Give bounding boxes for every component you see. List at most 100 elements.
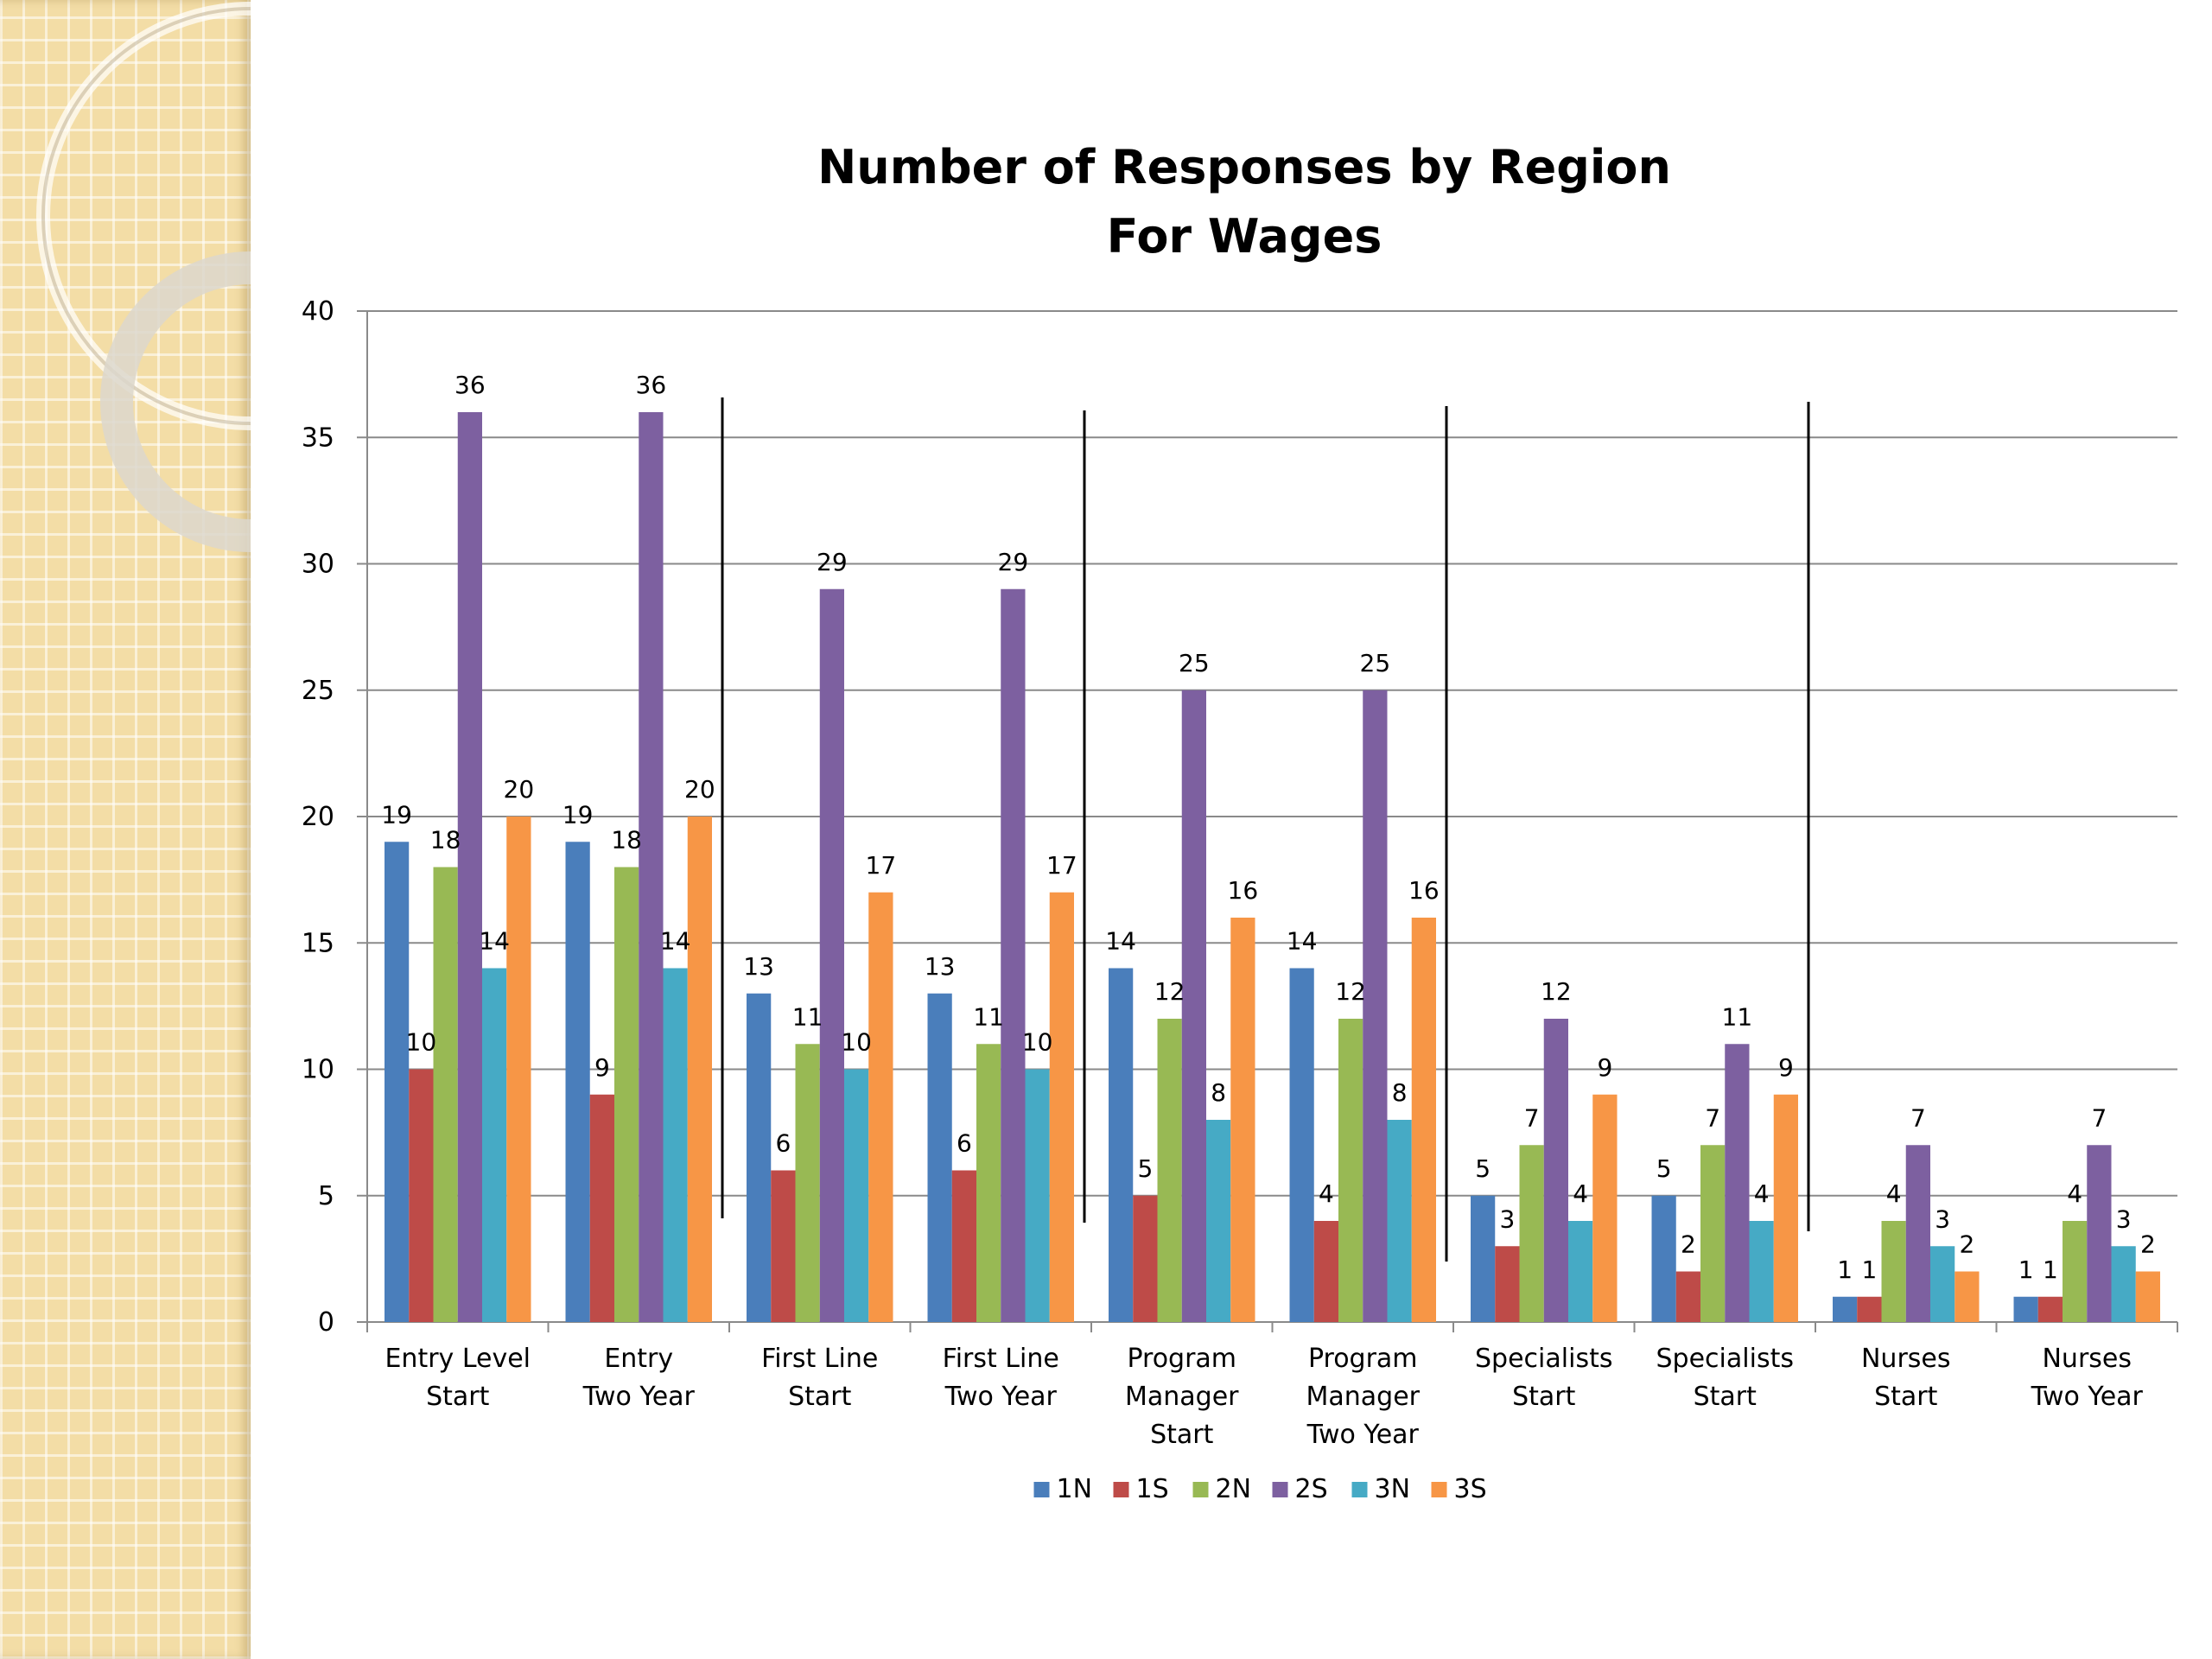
bar-chart: Number of Responses by Region For Wages … xyxy=(302,140,2178,1504)
data-label: 9 xyxy=(1778,1053,1794,1082)
data-label: 1 xyxy=(2043,1255,2058,1284)
bar-1S xyxy=(1495,1246,1520,1322)
bar-2S xyxy=(1905,1145,1930,1322)
x-category-label: Specialists Start xyxy=(1475,1344,1612,1412)
data-label: 14 xyxy=(479,927,510,956)
bar-1S xyxy=(951,1170,976,1322)
data-label: 16 xyxy=(1408,876,1440,905)
y-tick-label: 20 xyxy=(302,802,334,832)
data-label: 4 xyxy=(1886,1179,1902,1208)
data-label: 6 xyxy=(957,1129,972,1158)
bar-3N xyxy=(1025,1069,1050,1322)
bar-1N xyxy=(1471,1195,1496,1322)
bar-2N xyxy=(2063,1221,2088,1322)
data-label: 19 xyxy=(381,800,412,829)
data-label: 11 xyxy=(792,1002,823,1031)
bar-3S xyxy=(2135,1271,2160,1322)
data-label: 36 xyxy=(636,371,667,399)
x-category-label-line: Manager xyxy=(1125,1382,1239,1412)
bar-3S xyxy=(687,817,712,1322)
bar-2S xyxy=(1001,588,1026,1322)
data-label: 16 xyxy=(1228,876,1259,905)
data-label: 10 xyxy=(406,1028,437,1057)
x-category-label: Program Manager Two Year xyxy=(1306,1344,1421,1450)
x-category-label-line: Specialists xyxy=(1656,1344,1794,1374)
bar-1S xyxy=(2037,1296,2063,1322)
data-label: 17 xyxy=(1046,851,1077,880)
data-label: 14 xyxy=(660,927,691,956)
bar-2N xyxy=(1700,1145,1726,1322)
x-category-label: Entry Two Year xyxy=(582,1344,696,1412)
data-label: 29 xyxy=(998,548,1029,576)
bar-2N xyxy=(614,867,639,1322)
data-label: 10 xyxy=(1022,1028,1053,1057)
legend: 1N 1S 2N 2S 3N 3S xyxy=(1033,1474,1487,1504)
legend-label: 2N xyxy=(1216,1474,1252,1504)
data-label: 17 xyxy=(866,851,897,880)
legend-label: 3S xyxy=(1454,1474,1487,1504)
data-label: 2 xyxy=(1959,1230,1974,1259)
data-label: 36 xyxy=(454,371,486,399)
bar-1N xyxy=(1109,968,1134,1322)
bar-1N xyxy=(1289,968,1314,1322)
x-category-label-line: Two Year xyxy=(1306,1420,1420,1450)
bar-2N xyxy=(433,867,458,1322)
legend-swatch-2N xyxy=(1192,1482,1209,1497)
bar-1N xyxy=(747,993,772,1322)
data-label: 4 xyxy=(1754,1179,1770,1208)
legend-swatch-3S xyxy=(1431,1482,1447,1497)
x-category-label: Entry Level Start xyxy=(385,1344,531,1412)
legend-label: 2S xyxy=(1295,1474,1328,1504)
x-category-label-line: Two Year xyxy=(2031,1382,2144,1412)
chart-title-line-1: Number of Responses by Region xyxy=(817,140,1671,194)
x-category-label: Nurses Start xyxy=(1861,1344,1951,1412)
data-label: 7 xyxy=(1705,1103,1720,1132)
bar-2S xyxy=(1363,690,1388,1322)
bar-1N xyxy=(927,993,952,1322)
data-label: 4 xyxy=(2067,1179,2082,1208)
bar-3N xyxy=(844,1069,869,1322)
y-tick-label: 5 xyxy=(318,1181,334,1211)
bar-3S xyxy=(1049,892,1074,1322)
data-label: 12 xyxy=(1335,977,1366,1006)
bar-3N xyxy=(1749,1221,1774,1322)
bar-1S xyxy=(1313,1221,1338,1322)
decorative-rings xyxy=(36,2,251,552)
bar-3S xyxy=(1411,918,1436,1322)
data-label: 1 xyxy=(1861,1255,1877,1284)
data-label: 3 xyxy=(2116,1205,2132,1233)
bar-2S xyxy=(639,412,664,1322)
bar-2S xyxy=(819,588,844,1322)
bar-3N xyxy=(663,968,688,1322)
x-category-label-line: Program xyxy=(1127,1344,1236,1374)
x-category-label-line: Nurses xyxy=(1861,1344,1951,1374)
bar-3S xyxy=(1773,1094,1798,1322)
bar-3N xyxy=(1930,1246,1955,1322)
bar-3N xyxy=(1568,1221,1593,1322)
data-label: 12 xyxy=(1541,977,1572,1006)
bar-2N xyxy=(1519,1145,1544,1322)
x-category-label-line: Nurses xyxy=(2042,1344,2132,1374)
legend-label: 1N xyxy=(1057,1474,1093,1504)
bar-3N xyxy=(1206,1120,1231,1322)
y-tick-label: 40 xyxy=(302,296,334,327)
data-label: 4 xyxy=(1573,1179,1588,1208)
x-category-label: First Line Start xyxy=(761,1344,878,1412)
data-label: 3 xyxy=(1499,1205,1515,1233)
data-label: 29 xyxy=(817,548,848,576)
bar-2N xyxy=(1881,1221,1906,1322)
bar-1N xyxy=(385,842,410,1322)
data-label: 5 xyxy=(1475,1154,1491,1183)
bar-1S xyxy=(1675,1271,1700,1322)
data-label: 11 xyxy=(973,1002,1004,1031)
data-label: 4 xyxy=(1319,1179,1334,1208)
data-label: 7 xyxy=(2091,1103,2107,1132)
x-category-label: Nurses Two Year xyxy=(2031,1344,2144,1412)
bar-2S xyxy=(1725,1044,1750,1322)
x-category-label: Program Manager Start xyxy=(1125,1344,1239,1450)
bar-2N xyxy=(1157,1019,1182,1322)
data-label: 12 xyxy=(1154,977,1185,1006)
data-label: 20 xyxy=(504,775,535,804)
data-label: 18 xyxy=(430,826,461,855)
data-label: 14 xyxy=(1287,927,1318,956)
